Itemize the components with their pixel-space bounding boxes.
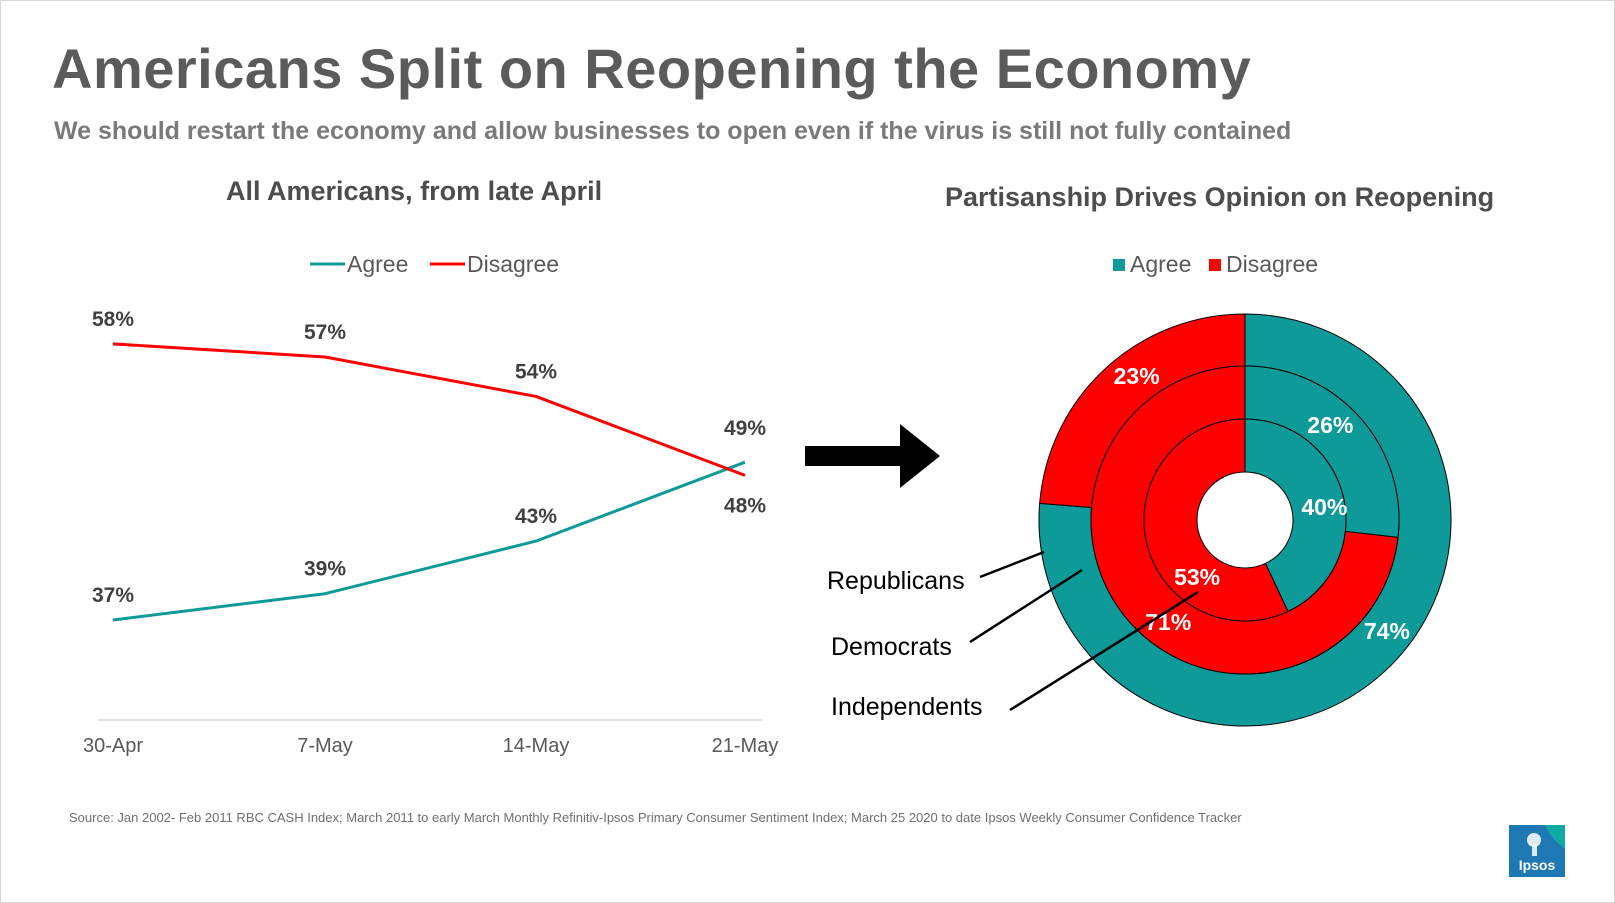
x-tick-label: 14-May xyxy=(503,735,570,757)
leader-line-independents xyxy=(1009,590,1199,712)
x-tick-label: 21-May xyxy=(712,735,779,757)
series-line-agree xyxy=(112,460,746,622)
ring-segment-disagree-independents xyxy=(1143,418,1289,622)
ring-label-independents: 40% xyxy=(1301,494,1347,520)
series-line-disagree xyxy=(112,342,746,477)
ring-label-republicans: 23% xyxy=(1114,363,1160,389)
legend-label-agree: Agree xyxy=(347,251,408,277)
x-tick-label: 7-May xyxy=(297,735,353,757)
legend-label-disagree: Disagree xyxy=(1226,251,1318,277)
data-label-agree: 39% xyxy=(304,558,346,581)
leader-line-democrats xyxy=(969,568,1083,644)
page-title: Americans Split on Reopening the Economy xyxy=(52,37,1252,100)
ring-category-label-democrats: Democrats xyxy=(831,633,952,661)
donut-chart-title: Partisanship Drives Opinion on Reopening xyxy=(945,182,1495,212)
data-label-agree: 43% xyxy=(515,505,557,528)
ring-label-democrats: 26% xyxy=(1307,412,1353,438)
line-chart-title: All Americans, from late April xyxy=(226,176,603,206)
x-tick-label: 30-Apr xyxy=(83,735,143,757)
ring-label-independents: 53% xyxy=(1174,564,1220,590)
ipsos-logo-text: Ipsos xyxy=(1519,857,1556,873)
ring-category-label-republicans: Republicans xyxy=(827,567,965,595)
page-subtitle: We should restart the economy and allow … xyxy=(54,117,1292,145)
source-note: Source: Jan 2002- Feb 2011 RBC CASH Inde… xyxy=(69,810,1242,825)
data-label-agree: 37% xyxy=(92,584,134,607)
leader-line-republicans xyxy=(979,550,1045,579)
ring-label-democrats: 71% xyxy=(1145,609,1191,635)
donut-chart: Agree Disagree 74% 23% 26% 71% 40% 53% Republica… xyxy=(827,251,1452,727)
data-label-disagree: 48% xyxy=(724,494,766,517)
ring-label-republicans: 74% xyxy=(1364,618,1410,644)
legend-label-agree: Agree xyxy=(1130,251,1191,277)
legend-swatch-disagree xyxy=(1209,259,1221,271)
ipsos-logo: Ipsos xyxy=(1509,825,1565,877)
line-chart: Agree Disagree 30-Apr 7-May 14-May 21-May 37% 3… xyxy=(83,251,779,757)
ring-segment-agree-independents xyxy=(1244,418,1347,613)
legend-label-disagree: Disagree xyxy=(467,251,559,277)
data-label-disagree: 54% xyxy=(515,360,557,383)
data-label-agree: 49% xyxy=(724,417,766,440)
data-label-disagree: 58% xyxy=(92,308,134,331)
data-label-disagree: 57% xyxy=(304,321,346,344)
right-arrow-icon xyxy=(805,424,940,488)
ipsos-logo-mark: Ipsos xyxy=(1509,825,1565,877)
ring-category-label-independents: Independents xyxy=(831,693,983,721)
legend-swatch-agree xyxy=(1113,259,1125,271)
